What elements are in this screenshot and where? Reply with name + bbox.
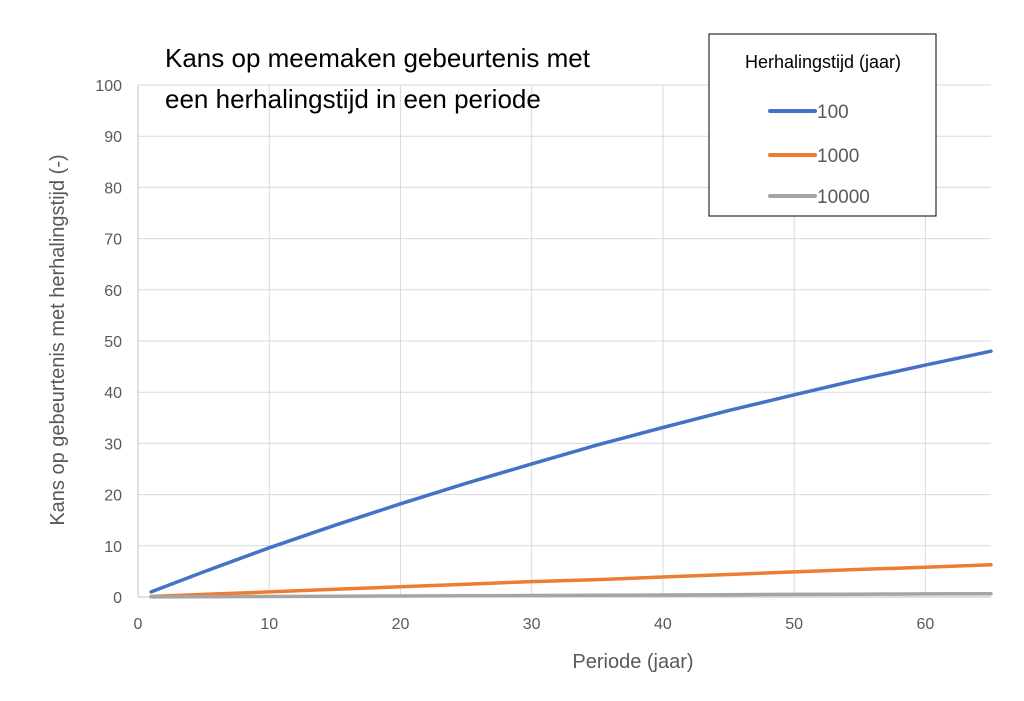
legend-label-100: 100 [817, 102, 849, 123]
y-axis-title: Kans op gebeurtenis met herhalingstijd (… [47, 154, 69, 525]
x-tick-label: 60 [916, 616, 934, 633]
chart-title-line-2: een herhalingstijd in een periode [165, 84, 541, 114]
y-tick-label: 80 [104, 180, 122, 197]
y-tick-label: 50 [104, 334, 122, 351]
y-tick-label: 0 [113, 590, 122, 607]
y-tick-label: 20 [104, 488, 122, 505]
series-line-100 [149, 349, 993, 594]
legend-entries: 100 1000 10000 [768, 102, 870, 208]
series-line-10000 [149, 591, 993, 599]
y-tick-label: 60 [104, 283, 122, 300]
y-tick-label: 40 [104, 385, 122, 402]
chart-title-line-1: Kans op meemaken gebeurtenis met [165, 43, 591, 73]
legend-box [708, 33, 937, 217]
legend-label-1000: 1000 [817, 146, 859, 167]
x-axis-title: Periode (jaar) [572, 651, 693, 673]
x-tick-label: 30 [523, 616, 541, 633]
legend-label-10000: 10000 [817, 187, 870, 208]
x-tick-label: 50 [785, 616, 803, 633]
y-tick-label: 10 [104, 539, 122, 556]
y-tick-label: 30 [104, 436, 122, 453]
y-tick-label: 100 [95, 78, 122, 95]
y-tick-label: 90 [104, 129, 122, 146]
x-tick-label: 0 [134, 616, 143, 633]
y-tick-label: 70 [104, 232, 122, 249]
legend: Herhalingstijd (jaar) 100 1000 10000 [708, 33, 937, 217]
series-line-1000 [149, 562, 993, 599]
series-lines [149, 349, 993, 599]
gridlines [138, 84, 991, 597]
x-tick-label: 10 [260, 616, 278, 633]
x-tick-label: 20 [392, 616, 410, 633]
x-tick-label: 40 [654, 616, 672, 633]
legend-title: Herhalingstijd (jaar) [745, 52, 901, 72]
